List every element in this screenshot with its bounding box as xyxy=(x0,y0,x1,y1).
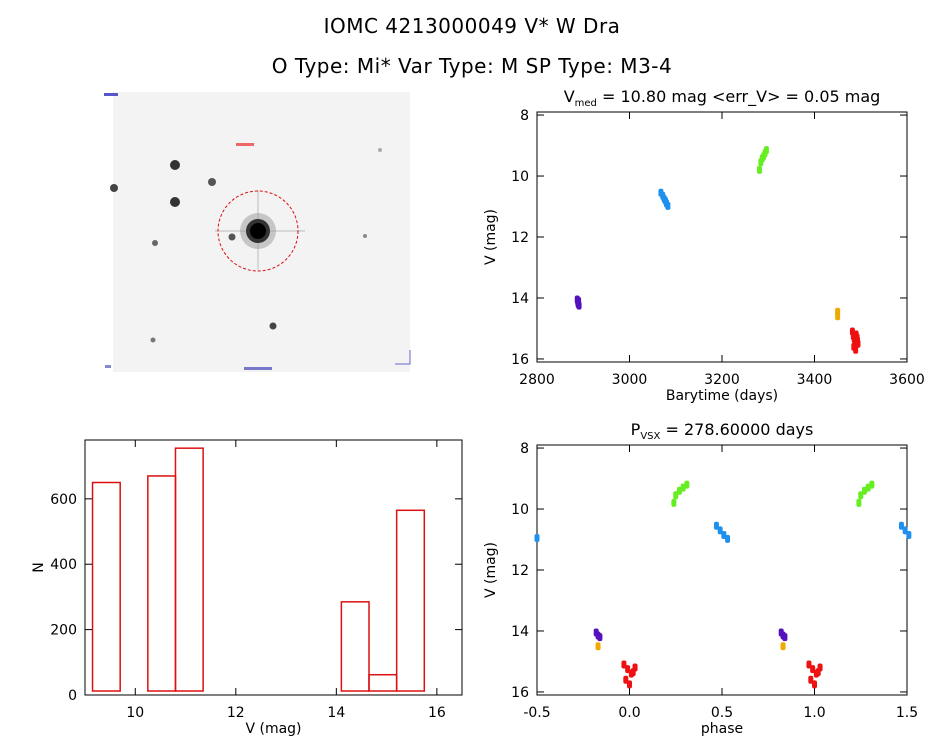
y-axis-label: N xyxy=(31,562,47,572)
y-tick-label: 400 xyxy=(50,557,77,573)
x-tick-label: 10 xyxy=(126,705,144,721)
chart-title: PVSX = 278.60000 days xyxy=(631,420,814,442)
y-tick-label: 12 xyxy=(511,563,529,579)
data-point xyxy=(717,526,723,535)
x-axis-label: Barytime (days) xyxy=(666,388,778,404)
data-point xyxy=(835,312,841,321)
data-point xyxy=(782,633,788,642)
data-point xyxy=(808,675,814,684)
x-tick-label: 0.5 xyxy=(711,705,733,721)
x-axis-label: V (mag) xyxy=(245,721,301,737)
finder-image xyxy=(103,92,411,372)
data-point xyxy=(576,301,582,310)
x-tick-label: 16 xyxy=(428,705,446,721)
x-tick-label: 0.0 xyxy=(618,705,640,721)
data-point xyxy=(856,498,862,507)
x-tick-label: 3000 xyxy=(612,372,648,388)
data-point xyxy=(684,480,690,489)
y-tick-label: 0 xyxy=(68,688,77,704)
x-tick-label: 1.0 xyxy=(803,705,825,721)
data-point xyxy=(898,521,904,530)
chart-title-star-id: IOMC 4213000049 V* W Dra xyxy=(323,14,621,38)
y-tick-label: 8 xyxy=(520,441,529,457)
data-point xyxy=(725,534,731,543)
y-tick-label: 14 xyxy=(511,291,529,307)
x-tick-label: 3600 xyxy=(889,372,925,388)
x-axis-label: phase xyxy=(701,721,743,737)
x-tick-label: 12 xyxy=(227,705,245,721)
data-point xyxy=(810,665,816,674)
data-point xyxy=(906,530,912,539)
y-tick-label: 14 xyxy=(511,624,529,640)
x-tick-label: 3400 xyxy=(797,372,833,388)
y-tick-label: 16 xyxy=(511,352,529,368)
data-point xyxy=(627,680,632,689)
histogram-bar xyxy=(91,481,121,692)
data-point xyxy=(625,665,631,674)
histogram-bar xyxy=(368,673,398,692)
histogram-bar xyxy=(395,509,426,692)
y-tick-label: 200 xyxy=(50,623,77,639)
data-point xyxy=(763,146,769,155)
data-point xyxy=(858,491,864,500)
data-point xyxy=(534,533,540,542)
data-point xyxy=(665,201,671,210)
histogram-bar xyxy=(340,601,370,692)
data-point xyxy=(812,680,817,689)
x-tick-label: 2800 xyxy=(519,372,555,388)
finder-circle xyxy=(217,190,299,272)
data-point xyxy=(673,491,679,500)
data-point xyxy=(713,521,719,530)
data-point xyxy=(815,668,821,677)
data-point xyxy=(853,345,859,354)
data-point xyxy=(621,660,627,669)
x-tick-label: 3200 xyxy=(704,372,740,388)
y-tick-label: 8 xyxy=(520,108,529,124)
data-point xyxy=(780,642,786,651)
data-point xyxy=(855,336,861,345)
x-tick-label: 14 xyxy=(327,705,345,721)
histogram-bar xyxy=(147,475,177,692)
histogram-bar xyxy=(174,447,204,692)
plot-frame xyxy=(536,444,908,696)
data-point xyxy=(623,675,629,684)
y-tick-label: 600 xyxy=(50,492,77,508)
data-point xyxy=(671,498,677,507)
plot-frame xyxy=(84,439,463,696)
chart-title-star-types: O Type: Mi* Var Type: M SP Type: M3-4 xyxy=(271,54,673,78)
data-point xyxy=(902,526,908,535)
y-axis-label: V (mag) xyxy=(483,542,499,598)
data-point xyxy=(597,633,603,642)
y-tick-label: 10 xyxy=(511,169,529,185)
x-tick-label: -0.5 xyxy=(523,705,550,721)
chart-title: Vmed = 10.80 mag <err_V> = 0.05 mag xyxy=(564,87,881,109)
plot-frame xyxy=(536,111,908,363)
data-point xyxy=(595,642,601,651)
data-point xyxy=(869,480,875,489)
data-point xyxy=(630,668,636,677)
y-tick-label: 12 xyxy=(511,230,529,246)
y-tick-label: 16 xyxy=(511,685,529,701)
data-point xyxy=(756,165,762,174)
data-point xyxy=(806,660,812,669)
x-tick-label: 1.5 xyxy=(896,705,918,721)
y-tick-label: 10 xyxy=(511,502,529,518)
y-axis-label: V (mag) xyxy=(483,209,499,265)
